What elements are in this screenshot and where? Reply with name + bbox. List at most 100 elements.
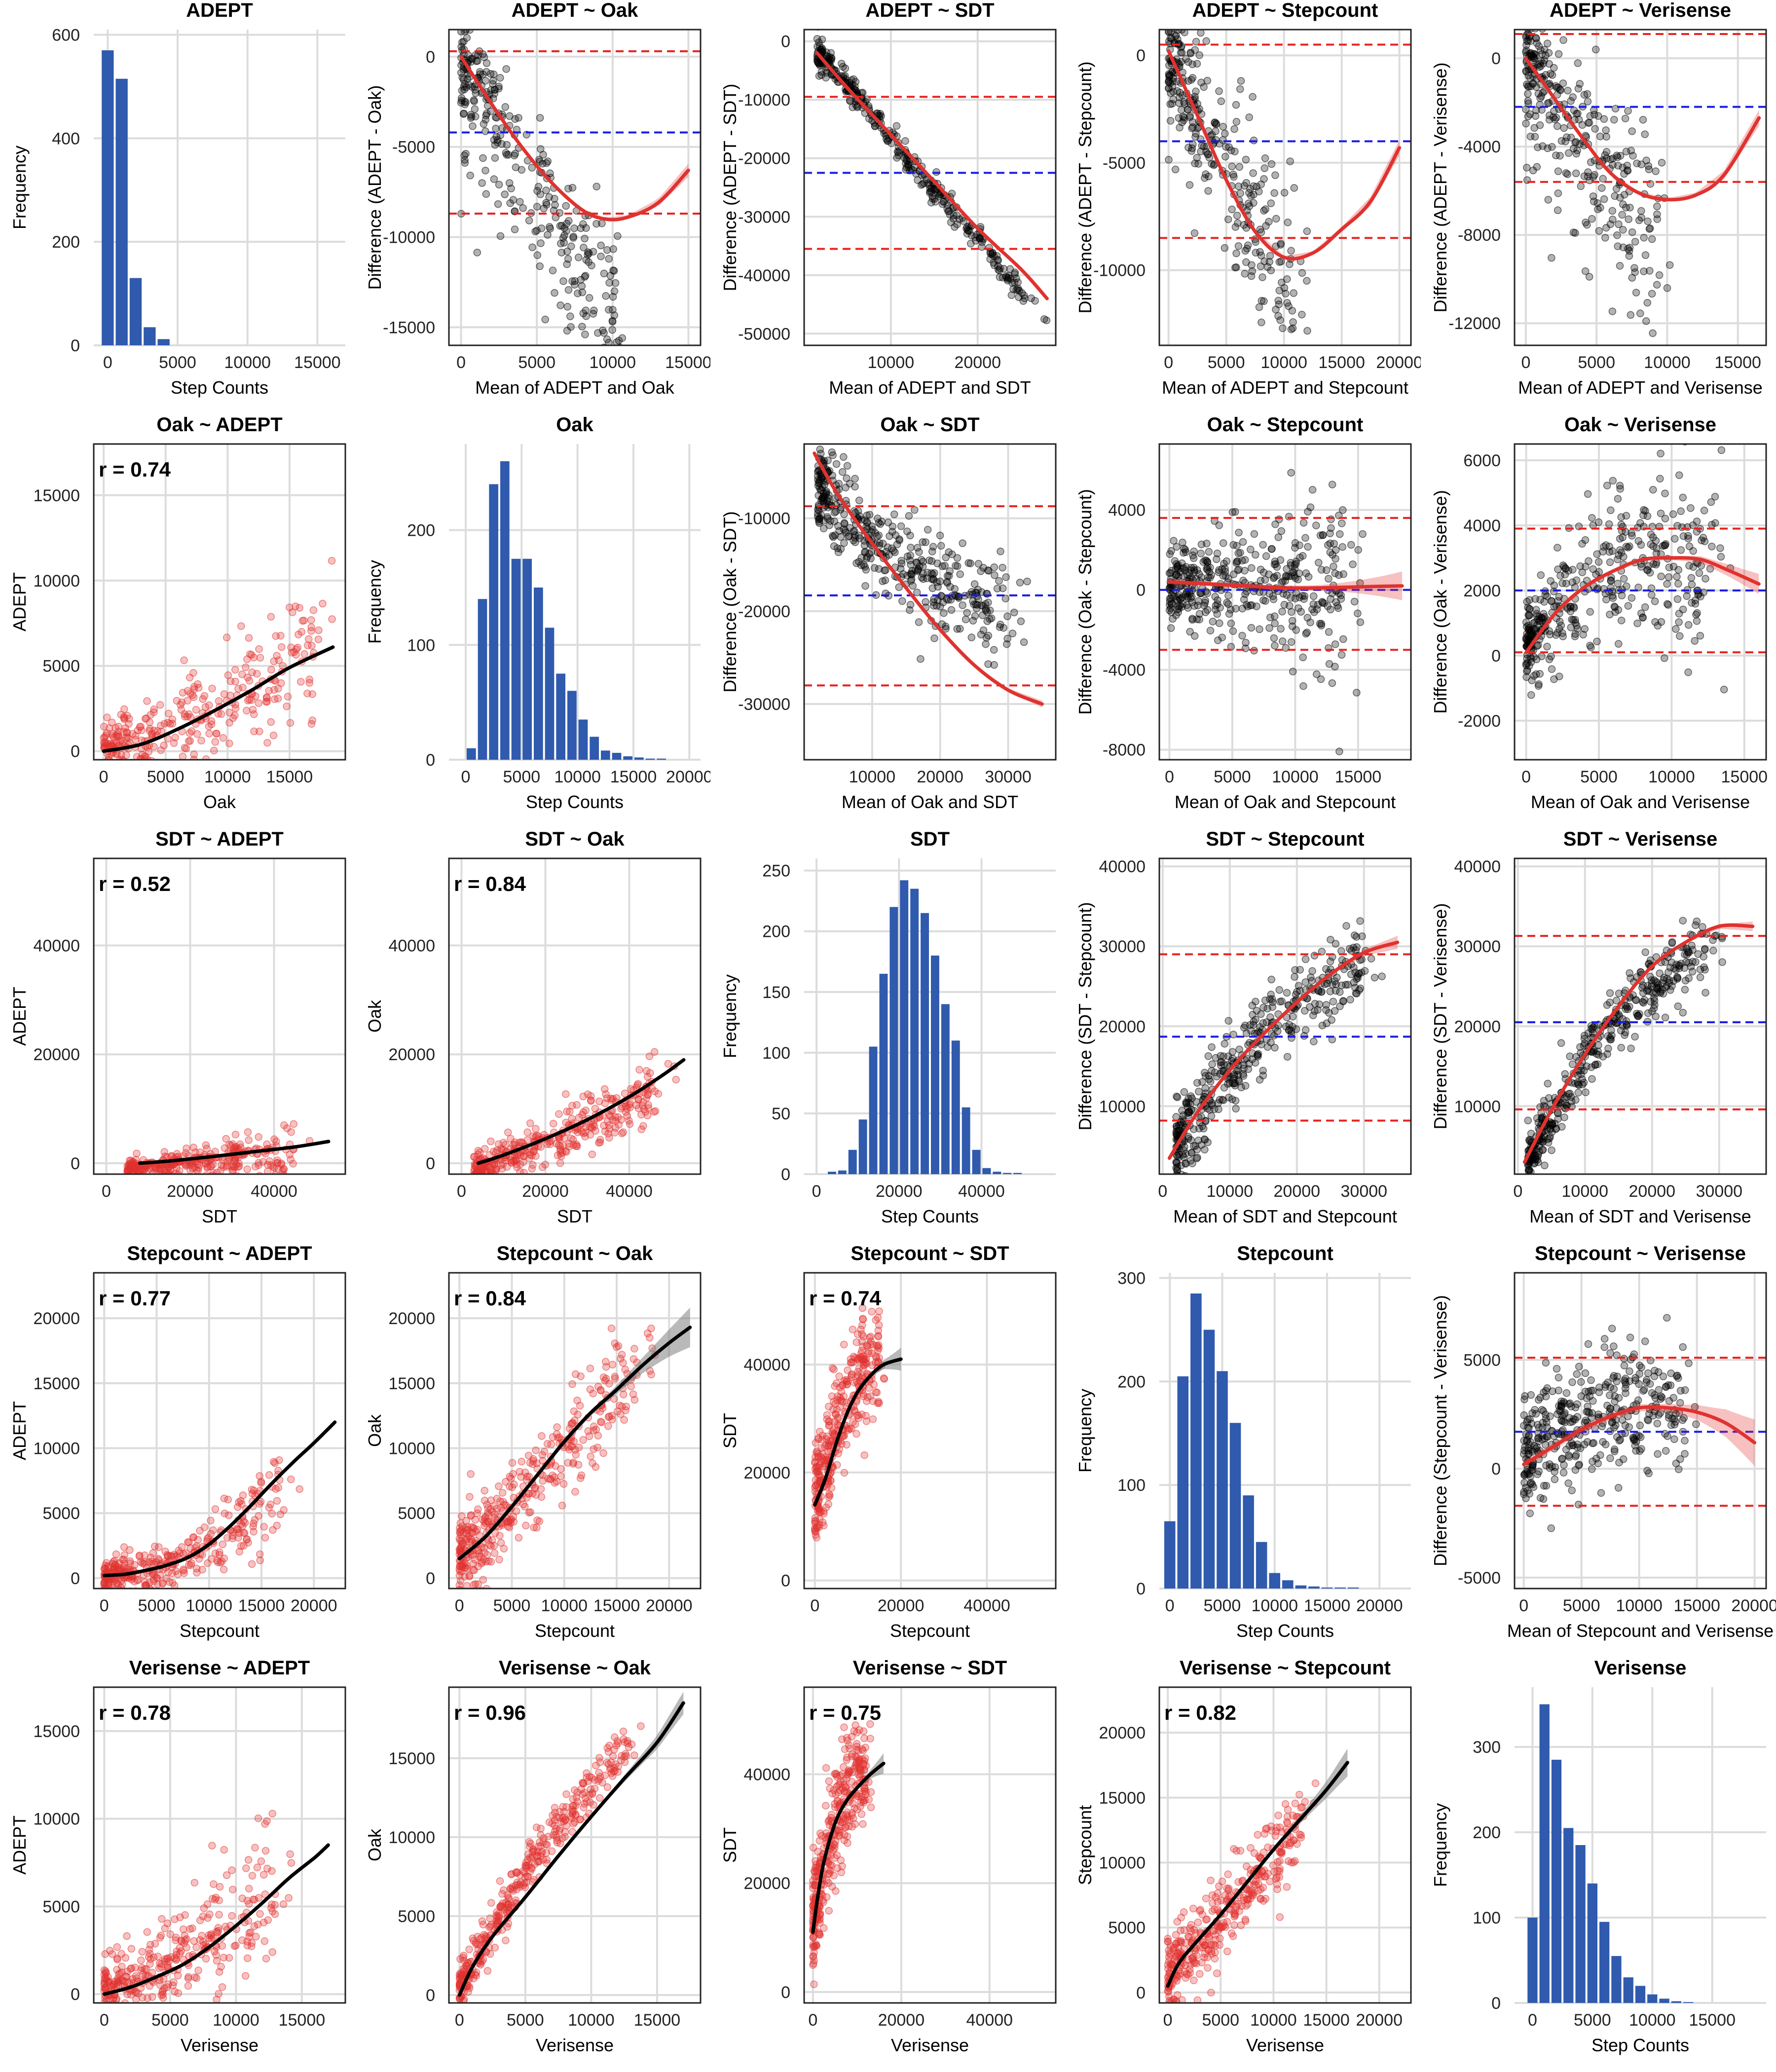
- y-tick-label: 0: [426, 1154, 435, 1173]
- data-point: [1287, 469, 1295, 477]
- data-point: [1708, 543, 1716, 551]
- y-tick-label: 2000: [1463, 582, 1501, 600]
- data-point: [111, 779, 118, 786]
- y-tick-label: 250: [762, 862, 790, 881]
- y-tick-label: 20000: [33, 1045, 80, 1064]
- data-point: [1342, 981, 1350, 989]
- plot-frame: [1158, 857, 1412, 1175]
- data-point: [882, 566, 889, 574]
- data-point: [1042, 316, 1051, 325]
- panel-title: ADEPT: [186, 0, 253, 21]
- x-tick-label: 5000: [1214, 768, 1251, 786]
- data-point: [1188, 1094, 1196, 1103]
- data-point: [829, 533, 837, 541]
- data-point: [993, 585, 1001, 592]
- data-point: [549, 1119, 557, 1128]
- data-point: [142, 714, 150, 722]
- y-tick-label: 6000: [1463, 451, 1501, 470]
- data-point: [307, 720, 316, 728]
- data-point: [1675, 618, 1683, 626]
- data-point: [1291, 966, 1299, 974]
- data-point: [1230, 173, 1238, 181]
- data-point: [461, 159, 469, 167]
- x-tick-label: 10000: [1207, 1182, 1254, 1201]
- data-point: [1642, 317, 1650, 325]
- data-point: [555, 1110, 563, 1118]
- data-point: [990, 646, 998, 654]
- data-point: [1294, 575, 1302, 584]
- data-point: [1287, 559, 1295, 567]
- data-point: [458, 18, 465, 25]
- data-point: [536, 262, 544, 270]
- data-point: [1286, 260, 1294, 268]
- data-point: [181, 712, 189, 721]
- data-point: [1262, 1018, 1271, 1026]
- data-point: [250, 710, 258, 718]
- data-point: [1674, 580, 1682, 588]
- data-point: [609, 306, 617, 314]
- data-point: [1559, 36, 1567, 44]
- data-point: [490, 175, 498, 183]
- data-point: [1544, 1079, 1552, 1088]
- x-tick-label: 5000: [518, 353, 555, 372]
- data-point: [966, 240, 975, 248]
- data-point: [1231, 148, 1239, 155]
- data-point: [1655, 271, 1664, 279]
- data-point: [1526, 1136, 1534, 1144]
- data-point: [1539, 1146, 1547, 1154]
- data-point: [1195, 1087, 1203, 1096]
- y-tick-label: 0: [426, 751, 435, 770]
- x-tick-label: 10000: [1648, 768, 1695, 786]
- data-point: [1253, 1051, 1261, 1059]
- data-point: [1172, 1113, 1180, 1121]
- data-point: [972, 600, 980, 609]
- data-point: [1282, 644, 1290, 652]
- data-point: [919, 538, 926, 546]
- data-point: [1193, 60, 1201, 68]
- data-point: [1637, 609, 1645, 618]
- data-point: [840, 519, 849, 527]
- data-point: [999, 563, 1006, 572]
- y-tick-label: 0: [71, 1569, 80, 1588]
- data-point: [1526, 132, 1535, 141]
- data-point: [1227, 619, 1235, 628]
- data-point: [1272, 215, 1280, 223]
- data-point: [1590, 197, 1598, 206]
- data-point: [551, 194, 558, 203]
- data-point: [1707, 498, 1715, 506]
- data-point: [1653, 281, 1661, 289]
- data-point: [1617, 513, 1625, 521]
- y-tick-label: -20000: [738, 149, 790, 168]
- histogram-bar: [931, 955, 939, 1174]
- data-point: [103, 759, 107, 760]
- data-point: [1534, 61, 1542, 69]
- data-point: [871, 529, 879, 537]
- panel-title: SDT ~ Oak: [525, 829, 625, 850]
- data-point: [1234, 183, 1243, 190]
- data-point: [970, 580, 979, 588]
- data-point: [1718, 958, 1726, 966]
- histogram-bar: [657, 758, 666, 760]
- data-point: [1255, 303, 1263, 311]
- data-point: [202, 1171, 210, 1174]
- data-point: [1242, 179, 1251, 187]
- x-tick-label: 5000: [138, 1596, 176, 1615]
- data-point: [1628, 532, 1636, 540]
- data-point: [1522, 673, 1530, 681]
- data-point: [1295, 569, 1303, 578]
- panel-title: ADEPT ~ Verisense: [1550, 0, 1731, 21]
- data-point: [1318, 599, 1327, 607]
- data-point: [1651, 597, 1659, 605]
- data-point: [876, 539, 884, 547]
- data-point: [990, 661, 998, 669]
- data-point: [1637, 214, 1645, 222]
- data-point: [467, 114, 475, 122]
- data-point: [905, 512, 913, 520]
- data-point: [1251, 1059, 1259, 1067]
- data-point: [1299, 518, 1308, 527]
- data-point: [243, 1165, 251, 1173]
- data-point: [1287, 638, 1295, 646]
- data-point: [1641, 603, 1649, 611]
- data-point: [1665, 573, 1673, 581]
